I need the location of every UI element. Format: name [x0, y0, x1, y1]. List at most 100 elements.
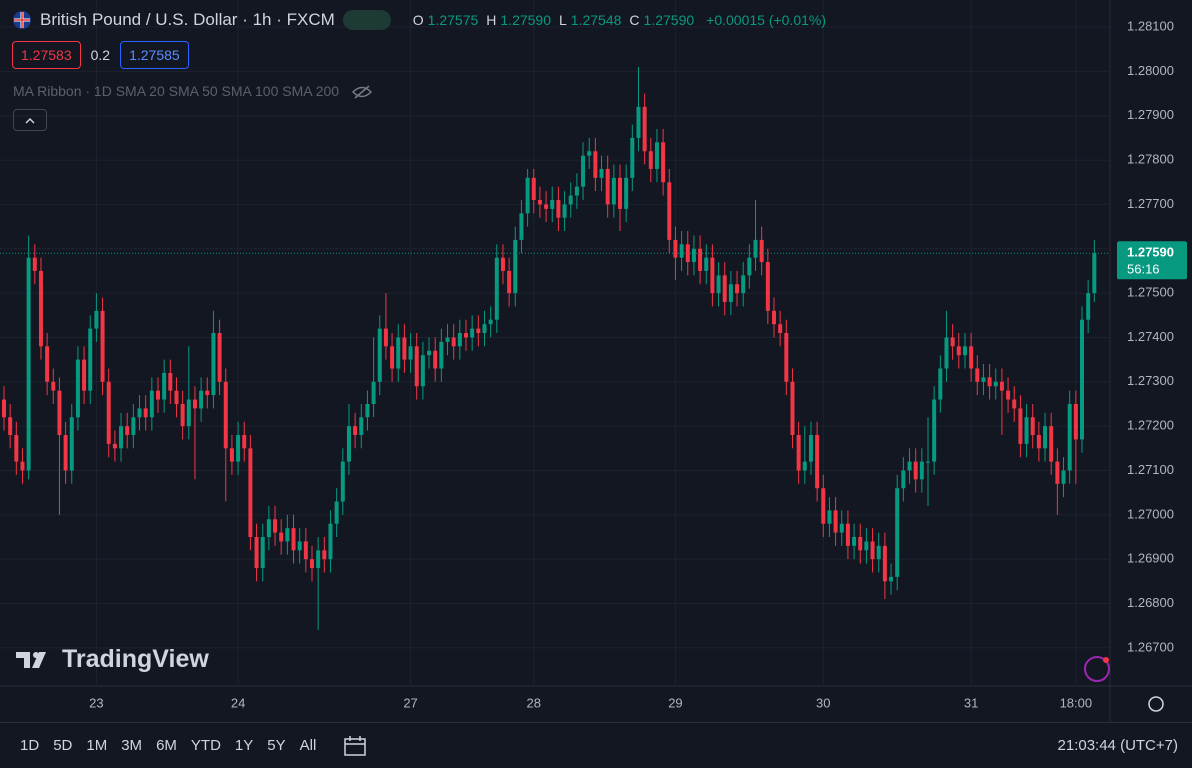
- candle-body: [143, 408, 148, 418]
- hide-icon[interactable]: [351, 84, 373, 100]
- ohlc-value: 1.27575: [427, 12, 479, 28]
- candle-body: [346, 426, 351, 462]
- ohlc-key: L: [559, 12, 567, 28]
- candle-body: [1055, 461, 1060, 484]
- candle-body: [156, 390, 160, 400]
- candle-body: [408, 346, 413, 360]
- candle-body: [962, 346, 967, 356]
- candle-body: [137, 408, 142, 418]
- y-tick-label: 1.27200: [1127, 418, 1174, 433]
- candle-body: [279, 532, 284, 542]
- buy-price[interactable]: 1.27585: [120, 41, 189, 69]
- candle-body: [919, 461, 924, 480]
- candle-body: [1049, 426, 1054, 462]
- candle-body: [679, 244, 684, 258]
- candle-body: [254, 537, 259, 569]
- candle-body: [624, 177, 629, 209]
- ohlc-value: 1.27590: [643, 12, 695, 28]
- y-tick-label: 1.27800: [1127, 152, 1174, 167]
- flag-icon: [13, 11, 31, 29]
- range-button[interactable]: 6M: [156, 737, 177, 754]
- candle-body: [654, 142, 659, 169]
- candle-body: [852, 537, 857, 546]
- candle-body: [100, 310, 105, 382]
- candle-body: [999, 381, 1004, 391]
- candle-body: [500, 257, 505, 271]
- x-tick-label: 27: [403, 695, 417, 710]
- candle-body: [192, 399, 197, 409]
- range-button[interactable]: YTD: [190, 737, 221, 754]
- ohlc-key: C: [629, 12, 640, 28]
- candle-body: [494, 257, 499, 320]
- range-button[interactable]: 5D: [53, 737, 73, 754]
- candle-body: [242, 435, 247, 449]
- candle-body: [414, 346, 419, 387]
- candle-body: [716, 275, 721, 294]
- range-button[interactable]: 5Y: [267, 737, 286, 754]
- x-tick-label: 31: [964, 695, 978, 710]
- candle-body: [63, 435, 68, 471]
- candle-body: [340, 461, 345, 502]
- x-tick-label: 29: [668, 695, 682, 710]
- candle-body: [371, 381, 376, 404]
- candle-body: [38, 270, 43, 347]
- candle-body: [420, 355, 425, 387]
- candle-body: [932, 399, 937, 462]
- candle-body: [316, 550, 321, 569]
- range-button[interactable]: 1M: [86, 737, 108, 754]
- candle-body: [57, 390, 62, 436]
- candle-body: [162, 372, 167, 400]
- y-tick-label: 1.27400: [1127, 329, 1174, 344]
- candle-body: [26, 257, 31, 471]
- candle-body: [291, 528, 296, 551]
- indicator-label: MA Ribbon · 1D SMA 20 SMA 50 SMA 100 SMA…: [13, 83, 340, 99]
- range-buttons: 1D 5D 1M 3M 6M YTD 1Y 5Y All: [20, 737, 316, 754]
- candle-body: [975, 368, 980, 382]
- clock: 21:03:44 (UTC+7): [1057, 737, 1178, 754]
- candle-body: [433, 350, 438, 369]
- candle-body: [186, 399, 191, 427]
- candle-body: [180, 403, 185, 427]
- candle-body: [802, 461, 807, 471]
- change: +0.00015 (+0.01%): [706, 12, 827, 28]
- candle-body: [51, 381, 56, 391]
- candle-body: [691, 248, 696, 263]
- candle-body: [229, 448, 234, 462]
- candle-body: [833, 510, 838, 533]
- candle-body: [747, 257, 752, 276]
- candle-body: [599, 168, 604, 178]
- y-tick-label: 1.27900: [1127, 107, 1174, 122]
- candle-body: [1043, 426, 1048, 449]
- range-button[interactable]: 3M: [121, 737, 143, 754]
- candle-body: [907, 461, 912, 471]
- candle-body: [845, 523, 850, 546]
- watermark-text: TradingView: [62, 645, 209, 673]
- candle-body: [519, 213, 524, 240]
- candle-body: [131, 417, 136, 436]
- candle-body: [45, 346, 50, 382]
- ohlc-value: 1.27548: [570, 12, 622, 28]
- watermark: TradingView: [16, 645, 209, 674]
- candle-body: [334, 501, 339, 524]
- date-range-icon[interactable]: [342, 734, 368, 758]
- candle-body: [1092, 253, 1097, 294]
- candle-body: [1030, 417, 1035, 436]
- y-tick-label: 1.28000: [1127, 63, 1174, 78]
- candle-body: [790, 381, 795, 436]
- collapse-button[interactable]: [13, 109, 47, 131]
- candle-body: [439, 341, 444, 369]
- price-label: 1.27590: [1127, 245, 1174, 260]
- candle-body: [1036, 435, 1041, 449]
- candle-body: [870, 541, 875, 560]
- y-tick-label: 1.27000: [1127, 506, 1174, 521]
- candle-body: [303, 541, 308, 560]
- range-button[interactable]: 1Y: [234, 737, 254, 754]
- candle-body: [618, 177, 622, 209]
- range-button[interactable]: 1D: [20, 737, 40, 754]
- candle-body: [642, 106, 647, 152]
- candle-body: [981, 377, 986, 382]
- sell-price[interactable]: 1.27583: [12, 41, 81, 69]
- candle-body: [969, 346, 974, 369]
- ohlc-value: 1.27590: [500, 12, 551, 28]
- range-button[interactable]: All: [299, 737, 317, 754]
